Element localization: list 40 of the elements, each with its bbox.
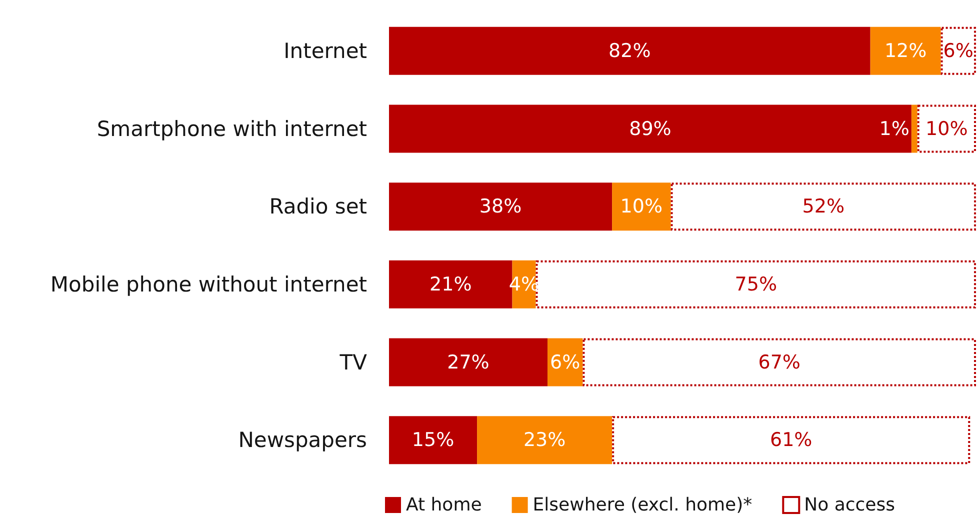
data-label: 89%	[629, 118, 672, 140]
y-tick-label: Mobile phone without internet	[50, 272, 367, 296]
legend-label: At home	[406, 494, 482, 516]
data-label: 82%	[608, 40, 651, 62]
bar	[870, 26, 941, 75]
y-tick-label: Internet	[284, 38, 367, 63]
bar	[389, 338, 548, 386]
y-tick-label: Smartphone with internet	[96, 116, 367, 141]
data-label: 67%	[758, 351, 800, 374]
data-label: 1%	[879, 118, 910, 140]
bar	[389, 416, 478, 464]
bar	[612, 416, 970, 464]
data-label: 12%	[884, 40, 927, 62]
data-label: 6%	[943, 40, 974, 62]
y-tick-label: Newspapers	[238, 428, 367, 452]
data-label: 75%	[734, 273, 777, 296]
bar	[389, 104, 912, 153]
bar	[917, 104, 976, 153]
legend-label: Elsewhere (excl. home)*	[532, 494, 752, 516]
data-label: 52%	[802, 196, 844, 218]
data-label: 61%	[770, 429, 812, 452]
data-label: 4%	[508, 273, 540, 296]
data-label: 27%	[447, 351, 490, 374]
data-label: 6%	[550, 351, 580, 374]
y-tick-label: TV	[338, 350, 368, 374]
bar	[612, 182, 671, 231]
bar	[477, 416, 612, 464]
bar	[389, 26, 870, 75]
bar	[670, 182, 976, 231]
data-label: 15%	[412, 429, 454, 452]
bar	[389, 182, 612, 231]
data-label: 38%	[479, 196, 522, 218]
y-tick-label: Radio set	[269, 194, 367, 219]
legend-label: No access	[804, 494, 896, 516]
data-label: 23%	[523, 429, 566, 452]
data-label: 21%	[430, 273, 472, 296]
bar	[911, 104, 918, 153]
data-label: 10%	[620, 196, 663, 218]
bar	[582, 338, 976, 386]
data-label: 10%	[926, 118, 968, 140]
